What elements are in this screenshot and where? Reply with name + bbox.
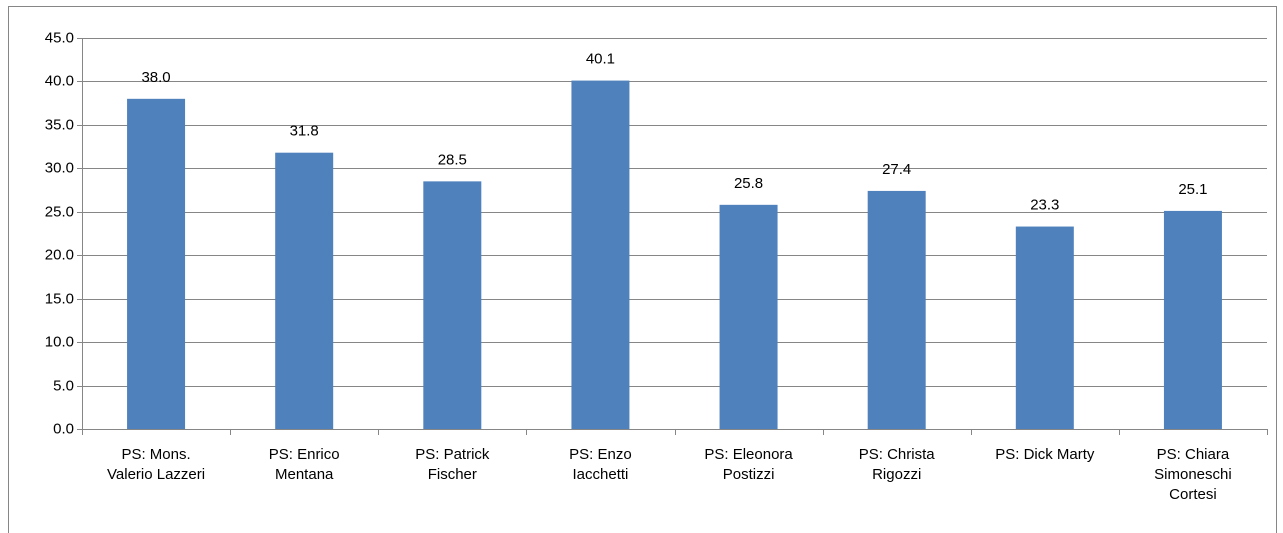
x-tick-label: PS: Dick Marty xyxy=(995,446,1095,463)
bar xyxy=(867,190,926,429)
data-label: 25.8 xyxy=(734,175,763,192)
data-label: 28.5 xyxy=(438,151,467,168)
data-label: 27.4 xyxy=(882,161,911,178)
x-tick-label: PS: Chiara Simoneschi Cortesi xyxy=(1154,446,1232,503)
bar xyxy=(1163,210,1222,429)
y-tick-label: 40.0 xyxy=(45,72,74,89)
x-tick-label: PS: Christa Rigozzi xyxy=(858,446,935,483)
data-label: 25.1 xyxy=(1178,181,1207,198)
data-label: 23.3 xyxy=(1030,197,1059,214)
y-tick-label: 10.0 xyxy=(45,333,74,350)
y-tick-label: 25.0 xyxy=(45,203,74,220)
chart-frame xyxy=(8,6,1277,533)
bar xyxy=(719,204,778,429)
y-tick-label: 0.0 xyxy=(53,420,74,437)
data-label: 31.8 xyxy=(290,123,319,140)
y-tick-label: 15.0 xyxy=(45,290,74,307)
y-tick-label: 5.0 xyxy=(53,377,74,394)
y-tick-label: 30.0 xyxy=(45,159,74,176)
y-tick-label: 35.0 xyxy=(45,116,74,133)
x-tick-label: PS: Patrick Fischer xyxy=(415,446,490,483)
data-label: 40.1 xyxy=(586,51,615,68)
y-tick-label: 20.0 xyxy=(45,246,74,263)
x-tick-label: PS: Mons. Valerio Lazzeri xyxy=(107,446,206,483)
x-tick-label: PS: Eleonora Postizzi xyxy=(704,446,793,483)
bar xyxy=(127,98,186,430)
bar xyxy=(423,181,482,429)
bar xyxy=(1015,226,1074,429)
bar xyxy=(275,152,334,429)
bar xyxy=(571,80,630,429)
x-tick-label: PS: Enrico Mentana xyxy=(268,446,340,483)
x-tick-label: PS: Enzo Iacchetti xyxy=(569,446,632,483)
y-tick-label: 45.0 xyxy=(45,29,74,46)
data-label: 38.0 xyxy=(141,69,170,86)
